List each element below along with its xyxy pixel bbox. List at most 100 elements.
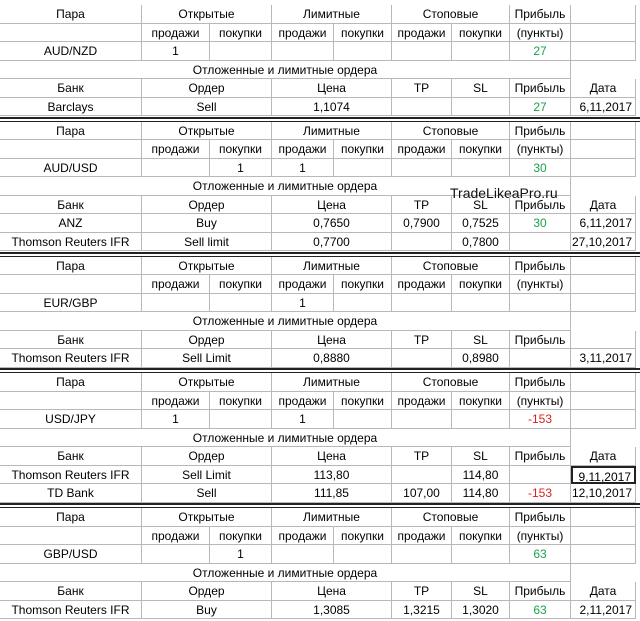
stop-loss	[452, 97, 510, 116]
order-header: Ордер	[142, 195, 272, 214]
order-header: Ордер	[142, 79, 272, 98]
order-header: TP	[392, 330, 452, 349]
price: 111,85	[272, 484, 392, 503]
section-title: Отложенные и лимитные ордера	[0, 312, 571, 331]
sub-header: покупки	[452, 526, 510, 545]
stop-loss: 0,7525	[452, 214, 510, 233]
position-count	[272, 42, 334, 61]
sub-header: продажи	[392, 23, 452, 42]
empty-cell	[0, 140, 142, 159]
empty-cell	[571, 121, 636, 140]
sub-header: покупки	[334, 526, 392, 545]
pair-name: GBP/USD	[0, 545, 142, 564]
sub-header: покупки	[452, 140, 510, 159]
order-type: Buy	[142, 600, 272, 619]
profit-unit: (пункты)	[510, 140, 571, 159]
pair-name: AUD/USD	[0, 158, 142, 177]
position-count	[392, 42, 452, 61]
profit	[510, 232, 571, 251]
date: 6,11,2017	[571, 97, 636, 116]
position-count: 1	[142, 410, 210, 429]
section-title: Отложенные и лимитные ордера	[0, 60, 571, 79]
position-count	[210, 293, 272, 312]
sub-header: продажи	[142, 23, 210, 42]
sub-header: покупки	[210, 140, 272, 159]
position-count	[210, 42, 272, 61]
sub-header: покупки	[452, 23, 510, 42]
position-count	[334, 293, 392, 312]
sub-header: продажи	[272, 275, 334, 294]
price: 1,1074	[272, 97, 392, 116]
position-count	[452, 42, 510, 61]
pair-header: Пара	[0, 373, 142, 392]
position-count	[452, 158, 510, 177]
section-title: Отложенные и лимитные ордера	[0, 563, 571, 582]
sub-header: покупки	[210, 391, 272, 410]
order-header: Банк	[0, 79, 142, 98]
stop-loss: 0,8980	[452, 349, 510, 368]
sub-header: покупки	[452, 391, 510, 410]
order-header: Цена	[272, 79, 392, 98]
stop-header: Стоповые	[392, 373, 510, 392]
profit-header: Прибыль	[510, 5, 571, 24]
empty-cell	[571, 256, 636, 275]
take-profit	[392, 97, 452, 116]
sub-header: покупки	[210, 23, 272, 42]
empty-cell	[571, 526, 636, 545]
sub-header: покупки	[334, 275, 392, 294]
order-header: SL	[452, 330, 510, 349]
sub-header: продажи	[392, 391, 452, 410]
profit-value: 63	[510, 545, 571, 564]
empty-cell	[571, 373, 636, 392]
sub-header: продажи	[142, 140, 210, 159]
empty-cell	[571, 42, 636, 61]
open-header: Открытые	[142, 256, 272, 275]
position-count	[452, 410, 510, 429]
block-separator	[0, 503, 640, 508]
profit-value	[510, 293, 571, 312]
price: 0,7700	[272, 232, 392, 251]
position-count	[392, 545, 452, 564]
order-header: Дата	[571, 79, 636, 98]
limit-header: Лимитные	[272, 5, 392, 24]
price: 0,8880	[272, 349, 392, 368]
position-count: 1	[272, 410, 334, 429]
order-type: Buy	[142, 214, 272, 233]
order-header: SL	[452, 79, 510, 98]
profit-header: Прибыль	[510, 373, 571, 392]
take-profit: 1,3215	[392, 600, 452, 619]
empty-cell	[0, 391, 142, 410]
order-header: SL	[452, 195, 510, 214]
sub-header: покупки	[334, 391, 392, 410]
position-count	[334, 158, 392, 177]
order-header: Ордер	[142, 582, 272, 601]
sub-header: продажи	[272, 526, 334, 545]
order-header: Банк	[0, 330, 142, 349]
profit: 63	[510, 600, 571, 619]
take-profit	[392, 465, 452, 484]
take-profit: 0,7900	[392, 214, 452, 233]
order-header: Банк	[0, 447, 142, 466]
bank: Thomson Reuters IFR	[0, 465, 142, 484]
profit	[510, 349, 571, 368]
sub-header: продажи	[272, 391, 334, 410]
bank: ANZ	[0, 214, 142, 233]
sub-header: продажи	[392, 526, 452, 545]
price: 113,80	[272, 465, 392, 484]
price: 1,3085	[272, 600, 392, 619]
position-count	[392, 158, 452, 177]
profit-unit: (пункты)	[510, 275, 571, 294]
sub-header: продажи	[142, 275, 210, 294]
pair-name: AUD/NZD	[0, 42, 142, 61]
empty-cell	[571, 391, 636, 410]
empty-cell	[571, 140, 636, 159]
block-separator	[0, 251, 640, 257]
order-type: Sell Limit	[142, 465, 272, 484]
stop-loss: 114,80	[452, 484, 510, 503]
open-header: Открытые	[142, 121, 272, 140]
order-type: Sell limit	[142, 232, 272, 251]
position-count	[452, 545, 510, 564]
date: 27,10,2017	[571, 232, 636, 251]
bank: Barclays	[0, 97, 142, 116]
